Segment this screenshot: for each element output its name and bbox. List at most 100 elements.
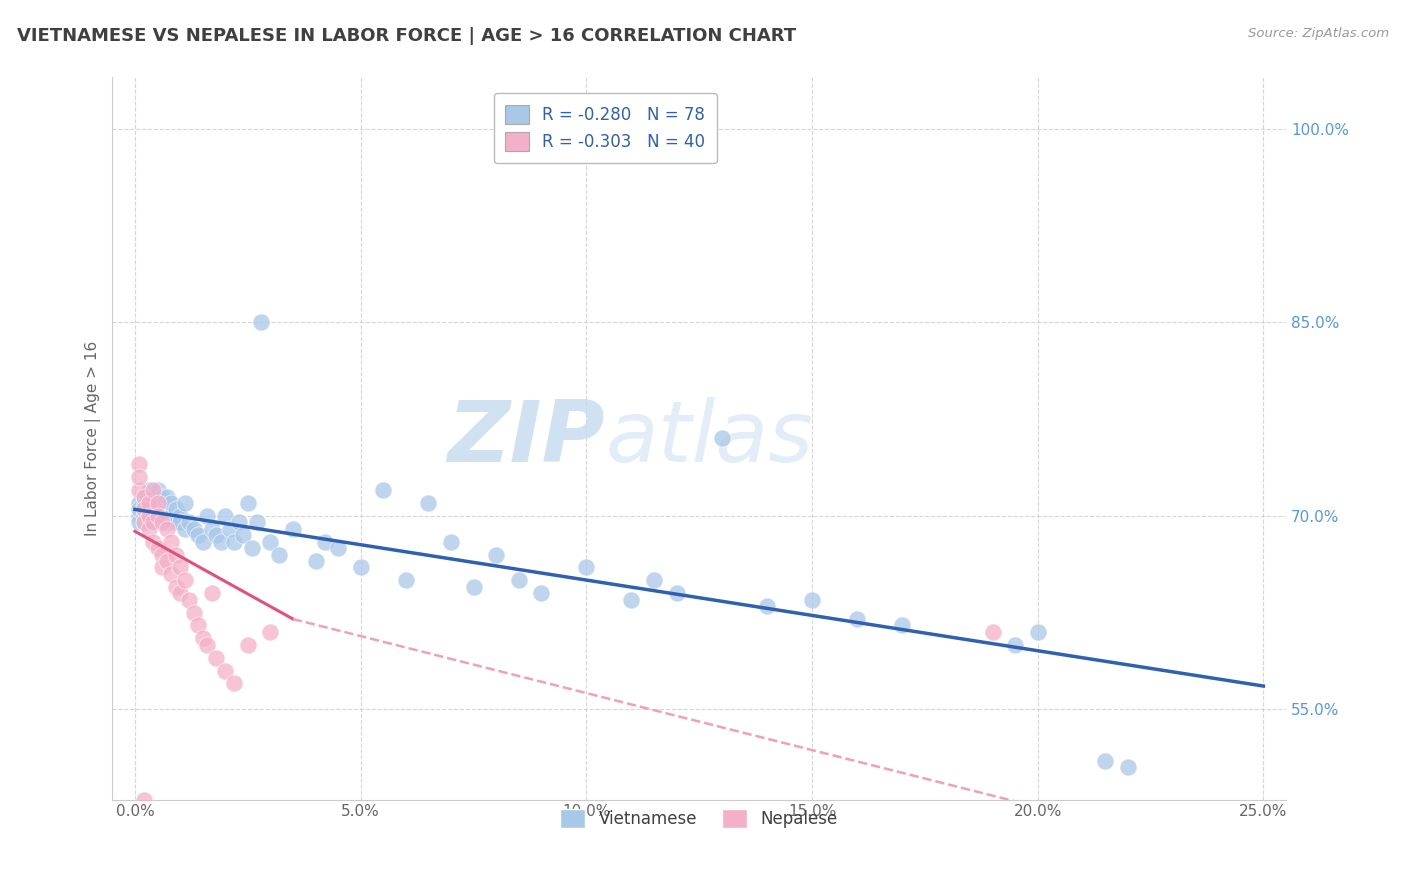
Point bbox=[259, 534, 281, 549]
Point bbox=[1116, 760, 1139, 774]
Point bbox=[224, 534, 246, 549]
Point bbox=[187, 618, 209, 632]
Point bbox=[128, 508, 150, 523]
Point bbox=[132, 508, 155, 523]
Point bbox=[191, 632, 214, 646]
Point bbox=[165, 548, 187, 562]
Point bbox=[218, 522, 240, 536]
Point bbox=[179, 592, 201, 607]
Point bbox=[150, 508, 173, 523]
Point bbox=[138, 496, 160, 510]
Point bbox=[155, 516, 177, 530]
Point bbox=[132, 516, 155, 530]
Point bbox=[846, 612, 869, 626]
Point bbox=[138, 522, 160, 536]
Point bbox=[643, 574, 665, 588]
Point bbox=[205, 528, 228, 542]
Point bbox=[236, 496, 259, 510]
Point bbox=[201, 522, 224, 536]
Point bbox=[142, 516, 165, 530]
Point bbox=[418, 496, 440, 510]
Point bbox=[304, 554, 326, 568]
Point bbox=[138, 516, 160, 530]
Point bbox=[326, 541, 349, 555]
Text: Source: ZipAtlas.com: Source: ZipAtlas.com bbox=[1249, 27, 1389, 40]
Point bbox=[128, 502, 150, 516]
Point bbox=[150, 502, 173, 516]
Legend: Vietnamese, Nepalese: Vietnamese, Nepalese bbox=[554, 802, 845, 835]
Point bbox=[146, 483, 169, 497]
Point bbox=[155, 554, 177, 568]
Text: VIETNAMESE VS NEPALESE IN LABOR FORCE | AGE > 16 CORRELATION CHART: VIETNAMESE VS NEPALESE IN LABOR FORCE | … bbox=[17, 27, 796, 45]
Point bbox=[142, 516, 165, 530]
Point bbox=[146, 508, 169, 523]
Point bbox=[128, 470, 150, 484]
Point bbox=[314, 534, 336, 549]
Text: ZIP: ZIP bbox=[447, 397, 606, 480]
Point bbox=[169, 586, 191, 600]
Point bbox=[1026, 624, 1049, 639]
Point bbox=[173, 522, 195, 536]
Point bbox=[281, 522, 304, 536]
Point bbox=[463, 580, 485, 594]
Point bbox=[891, 618, 914, 632]
Point bbox=[160, 508, 183, 523]
Point bbox=[246, 516, 269, 530]
Point bbox=[183, 522, 205, 536]
Point bbox=[155, 522, 177, 536]
Point bbox=[160, 496, 183, 510]
Point bbox=[269, 548, 291, 562]
Point bbox=[232, 528, 254, 542]
Point bbox=[209, 534, 232, 549]
Point bbox=[146, 508, 169, 523]
Point bbox=[201, 586, 224, 600]
Point bbox=[150, 548, 173, 562]
Point bbox=[142, 534, 165, 549]
Point bbox=[224, 676, 246, 690]
Point bbox=[195, 638, 218, 652]
Point bbox=[250, 315, 273, 329]
Point bbox=[132, 502, 155, 516]
Point bbox=[138, 496, 160, 510]
Point bbox=[132, 490, 155, 504]
Point bbox=[146, 496, 169, 510]
Point bbox=[575, 560, 598, 574]
Point bbox=[132, 490, 155, 504]
Point bbox=[173, 574, 195, 588]
Point bbox=[169, 560, 191, 574]
Point bbox=[195, 508, 218, 523]
Point bbox=[440, 534, 463, 549]
Point bbox=[150, 560, 173, 574]
Point bbox=[236, 638, 259, 652]
Point bbox=[485, 548, 508, 562]
Point bbox=[146, 516, 169, 530]
Point bbox=[187, 528, 209, 542]
Point bbox=[1004, 638, 1026, 652]
Point bbox=[228, 516, 250, 530]
Point bbox=[142, 502, 165, 516]
Point bbox=[165, 502, 187, 516]
Point bbox=[240, 541, 263, 555]
Point bbox=[155, 508, 177, 523]
Point bbox=[191, 534, 214, 549]
Point bbox=[128, 496, 150, 510]
Point bbox=[179, 516, 201, 530]
Point bbox=[150, 490, 173, 504]
Point bbox=[128, 457, 150, 471]
Point bbox=[665, 586, 688, 600]
Point bbox=[155, 490, 177, 504]
Point bbox=[132, 516, 155, 530]
Point bbox=[165, 580, 187, 594]
Point bbox=[169, 516, 191, 530]
Point bbox=[138, 483, 160, 497]
Point bbox=[710, 432, 733, 446]
Point bbox=[160, 566, 183, 581]
Point bbox=[530, 586, 553, 600]
Point bbox=[132, 792, 155, 806]
Point bbox=[373, 483, 395, 497]
Point bbox=[205, 650, 228, 665]
Point bbox=[132, 499, 155, 513]
Point bbox=[620, 592, 643, 607]
Point bbox=[801, 592, 824, 607]
Point bbox=[1094, 754, 1116, 768]
